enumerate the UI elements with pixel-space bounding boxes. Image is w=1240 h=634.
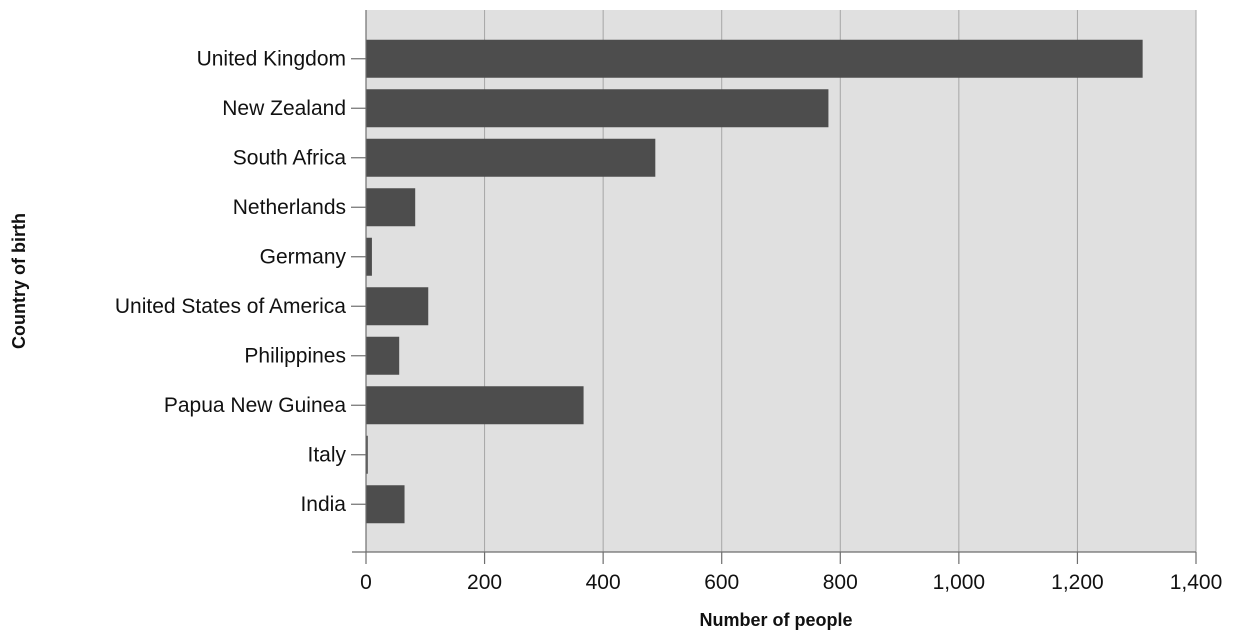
x-tick-label: 1,200 [1051, 571, 1104, 594]
x-tick-label: 200 [467, 571, 502, 594]
bar [366, 39, 1143, 78]
y-tick-label: United Kingdom [197, 47, 346, 70]
y-tick-label: New Zealand [222, 97, 346, 120]
y-tick-label: Philippines [244, 344, 346, 367]
x-axis-title: Number of people [699, 610, 852, 630]
y-tick-label: Italy [307, 443, 346, 466]
y-tick-label: South Africa [233, 146, 347, 169]
bars [366, 39, 1143, 524]
x-tick-labels: 0 200 400 600 800 1,000 1,200 1,400 [360, 552, 1222, 594]
bar [366, 138, 656, 177]
x-tick-label: 1,400 [1170, 571, 1223, 594]
x-tick-label: 400 [586, 571, 621, 594]
x-tick-label: 600 [704, 571, 739, 594]
bar [366, 386, 584, 425]
bar [366, 89, 829, 128]
y-axis-title: Country of birth [9, 213, 29, 349]
x-tick-label: 1,000 [933, 571, 986, 594]
bar [366, 336, 400, 375]
y-tick-labels: United Kingdom New Zealand South Africa Net… [115, 47, 366, 516]
y-tick-label: Papua New Guinea [164, 394, 346, 417]
bar [366, 435, 368, 474]
x-tick-label: 800 [823, 571, 858, 594]
y-tick-label: India [300, 493, 346, 516]
bar [366, 485, 405, 524]
bar [366, 287, 429, 326]
y-tick-label: Netherlands [233, 196, 346, 219]
y-tick-label: United States of America [115, 295, 346, 318]
bar [366, 188, 416, 227]
x-tick-label: 0 [360, 571, 372, 594]
bar [366, 237, 372, 276]
axes [352, 10, 1196, 553]
y-tick-label: Germany [260, 245, 347, 268]
